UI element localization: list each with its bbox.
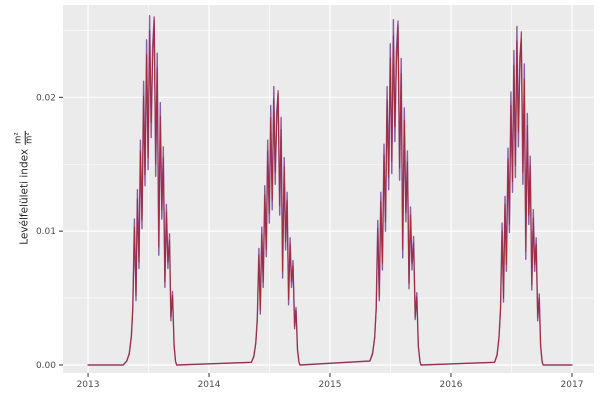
x-tick-label: 2014 (198, 380, 221, 390)
y-axis-unit-fraction: m² m² (14, 131, 36, 145)
panel-background (63, 5, 594, 373)
unit-denominator: m² (24, 132, 35, 144)
x-tick-label: 2013 (77, 380, 100, 390)
y-axis-title: Levélfelületi index m² m² (14, 131, 36, 245)
y-tick-label: 0.01 (36, 227, 56, 237)
series-red-line (87, 19, 573, 366)
y-axis-title-text: Levélfelületi index (19, 148, 31, 245)
y-tick-label: 0.00 (36, 361, 56, 371)
x-tick-label: 2016 (440, 380, 463, 390)
x-tick-label: 2015 (319, 380, 342, 390)
x-tick-label: 2017 (561, 380, 584, 390)
y-tick-label: 0.02 (36, 93, 56, 103)
